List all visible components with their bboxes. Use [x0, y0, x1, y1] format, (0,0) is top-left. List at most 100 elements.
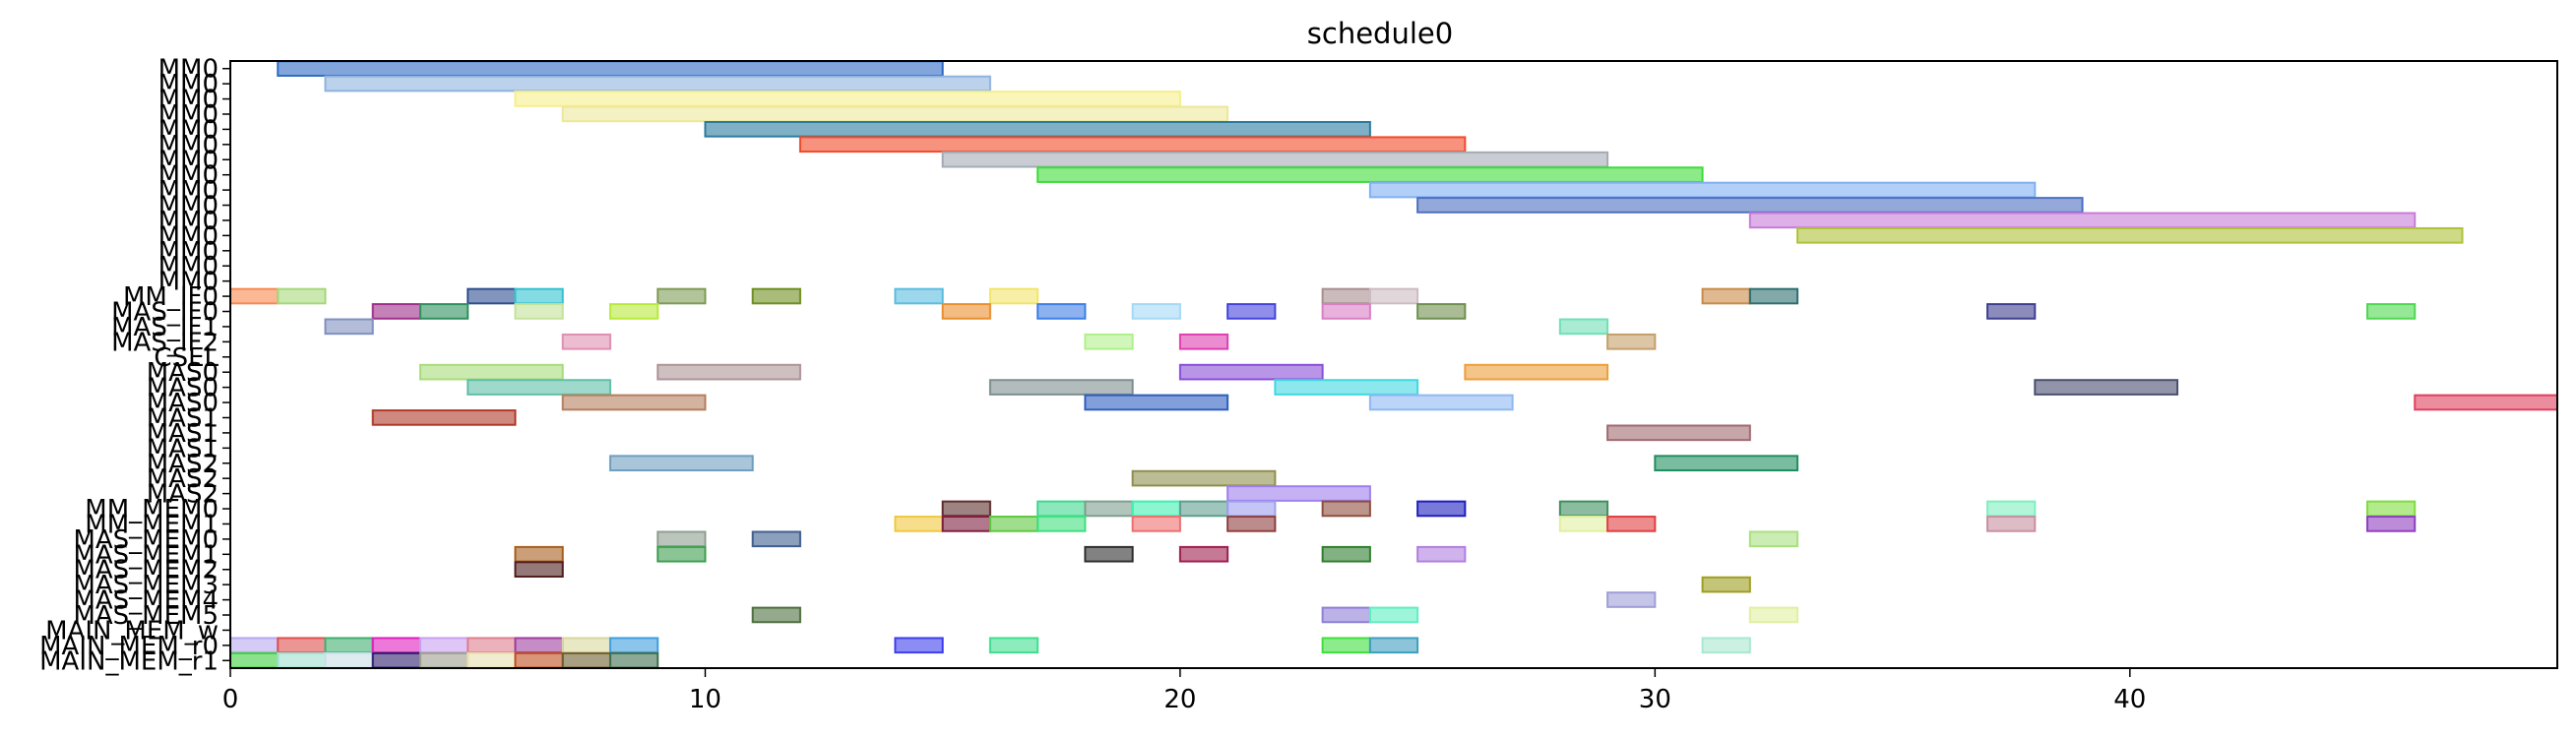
y-tick-label: MAS_MEM4 [73, 586, 219, 616]
task-bar [1558, 516, 1609, 532]
task-bar [941, 303, 991, 320]
y-tick-label: MAS0 [147, 358, 219, 388]
y-tick-label: MM0 [158, 237, 219, 267]
y-tick-label: MM0 [158, 131, 219, 160]
task-bar [657, 287, 707, 305]
task-bar [1131, 303, 1181, 320]
task-bar [324, 318, 374, 336]
task-bar [1037, 166, 1704, 183]
task-bar [704, 121, 1371, 138]
y-tick-label: MAS_MEM3 [73, 571, 219, 600]
y-tick-label: MM0 [158, 221, 219, 251]
y-tick-label: MM0 [158, 100, 219, 130]
task-bar [1416, 303, 1467, 320]
task-bar [1416, 545, 1467, 563]
x-tick-label: 40 [2113, 685, 2146, 714]
task-bar [657, 545, 707, 563]
task-bar [1558, 318, 1609, 336]
x-tick-label: 10 [689, 685, 722, 714]
task-bar [1037, 500, 1087, 518]
task-bar [1606, 591, 1657, 608]
y-tick-label: MAIN_MEM_w [45, 616, 219, 646]
y-tick-label: MM0 [158, 161, 219, 191]
task-bar [608, 651, 660, 669]
task-bar [1701, 576, 1751, 593]
task-bar [418, 637, 470, 654]
y-tick-label: MAS2 [147, 450, 219, 479]
task-bar [1986, 500, 2037, 518]
task-bar [1368, 606, 1419, 624]
task-bar [798, 136, 1467, 154]
task-bar [1368, 181, 2037, 199]
task-bar [514, 561, 564, 578]
y-tick-label: MM_MEM1 [85, 510, 219, 539]
task-bar [229, 637, 280, 654]
chart-title: schedule0 [1307, 17, 1453, 50]
task-bar [467, 379, 611, 396]
task-bar [229, 651, 280, 669]
task-bar [277, 287, 327, 305]
task-bar [2366, 500, 2417, 518]
y-tick-label: MM0 [158, 86, 219, 115]
task-bar [751, 606, 801, 624]
plot-frame [229, 60, 2558, 669]
task-bar [1368, 287, 1419, 305]
task-bar [1084, 545, 1134, 563]
task-bar [1131, 516, 1181, 532]
task-bar [277, 651, 327, 669]
y-tick-label: MAS2 [147, 480, 219, 510]
y-tick-label: CSEL [154, 343, 219, 373]
x-tick-label: 20 [1163, 685, 1196, 714]
task-bar [229, 287, 280, 305]
task-bar [467, 287, 517, 305]
task-bar [277, 60, 944, 77]
task-bar [1321, 287, 1371, 305]
y-tick-label: MAS_IF0 [111, 298, 219, 328]
task-bar [324, 637, 374, 654]
task-bar [1226, 516, 1277, 532]
task-bar [1464, 363, 1609, 381]
y-tick-label: MM_MEM0 [85, 495, 219, 524]
task-bar [1796, 226, 2464, 244]
task-bar [1748, 606, 1799, 624]
task-bar [988, 637, 1039, 654]
y-tick-label: MAS1 [147, 419, 219, 449]
task-bar [561, 105, 1229, 123]
task-bar [1321, 545, 1371, 563]
task-bar [894, 637, 944, 654]
task-bar [608, 455, 754, 472]
task-bar [894, 287, 944, 305]
task-bar [657, 530, 707, 548]
task-bar [1748, 212, 2417, 229]
task-bar [1084, 333, 1134, 350]
task-bar [1606, 333, 1657, 350]
y-tick-label: MM0 [158, 55, 219, 85]
y-tick-label: MM0 [158, 207, 219, 236]
y-tick-label: MAS_MEM0 [73, 525, 219, 555]
task-bar [371, 409, 517, 426]
y-tick-label: MM0 [158, 176, 219, 206]
task-bar [1606, 516, 1657, 532]
task-bar [418, 363, 564, 381]
task-bar [1037, 516, 1087, 532]
task-bar [1748, 530, 1799, 548]
y-tick-label: MM0 [158, 252, 219, 281]
task-bar [1748, 287, 1799, 305]
task-bar [2366, 303, 2417, 320]
y-tick-label: MM0 [158, 146, 219, 175]
task-bar [941, 516, 991, 532]
y-tick-label: MAS1 [147, 434, 219, 463]
task-bar [1321, 500, 1371, 518]
task-bar [1558, 500, 1609, 518]
x-tick-label: 30 [1639, 685, 1671, 714]
y-tick-label: MAS_IF1 [111, 313, 219, 342]
y-tick-label: MAIN_MEM_r0 [39, 632, 219, 661]
y-tick-label: MAS2 [147, 464, 219, 494]
task-bar [1986, 516, 2037, 532]
task-bar [1037, 303, 1087, 320]
y-tick-label: MM0 [158, 115, 219, 145]
task-bar [1131, 500, 1181, 518]
task-bar [418, 303, 470, 320]
task-bar [1226, 485, 1371, 502]
task-bar [561, 651, 611, 669]
